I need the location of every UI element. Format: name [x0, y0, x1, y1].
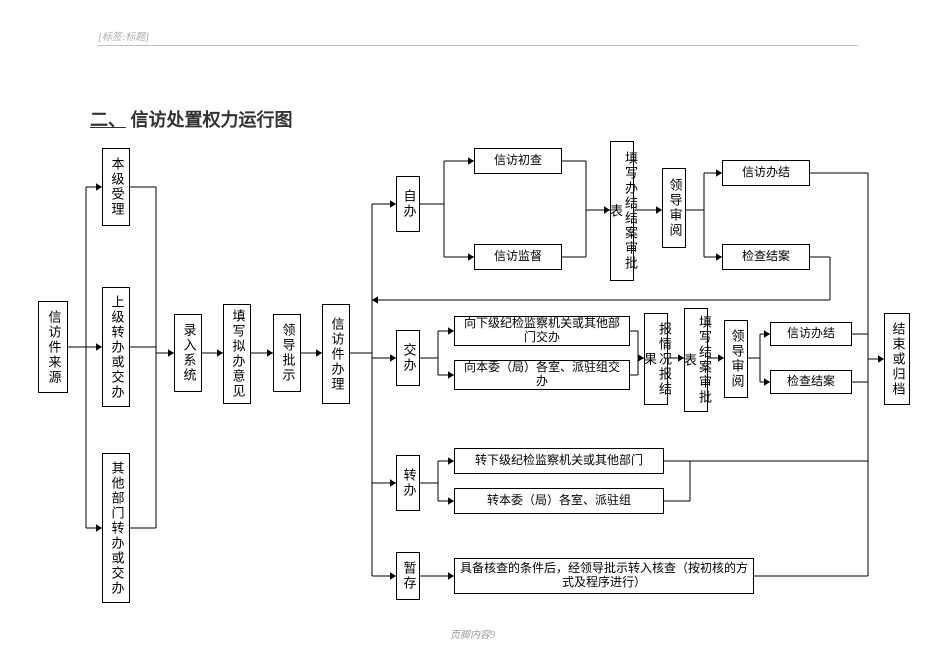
footer-label: 页脚内容	[450, 630, 490, 641]
node-qita: 其他部门转办或交办	[102, 453, 130, 603]
node-banli: 信访件办理	[322, 304, 350, 404]
node-shen1: 领导审阅	[662, 168, 686, 248]
node-shangji: 上级转办或交办	[102, 287, 130, 407]
node-zhuanban: 转办	[396, 455, 420, 511]
node-xiaji: 向下级纪检监察机关或其他部门交办	[454, 316, 630, 346]
node-bj2: 信访办结	[770, 322, 852, 346]
node-src: 信访件来源	[38, 301, 68, 393]
footer-page-number: 9	[490, 630, 495, 641]
node-baogao: 报情况报结果	[644, 313, 668, 405]
node-benwei: 向本委（局）各室、派驻组交办	[454, 360, 630, 390]
node-jc1: 检查结案	[722, 244, 810, 270]
node-jiandu: 信访监督	[474, 244, 562, 270]
node-bjb2: 填写结案审批表	[684, 308, 708, 412]
page-header: [标签:标题]	[98, 28, 858, 46]
title-text: 信访处置权力运行图	[131, 110, 293, 130]
node-luru: 录入系统	[174, 314, 202, 392]
node-zbw: 转本委（局）各室、派驻组	[454, 488, 664, 514]
node-hecha: 具备核查的条件后，经领导批示转入核查（按初核的方式及程序进行）	[454, 558, 754, 594]
page: { "meta": { "header_text": "[标签:标题]", "t…	[0, 0, 945, 669]
page-title: 二、 信访处置权力运行图	[90, 106, 293, 132]
node-ziban: 自办	[396, 176, 420, 232]
node-jiaoban: 交办	[396, 330, 420, 386]
node-bjb: 填写办结结案审批表	[610, 141, 634, 281]
page-footer: 页脚内容9	[0, 626, 945, 641]
node-zxj: 转下级纪检监察机关或其他部门	[454, 448, 664, 474]
node-zancun: 暂存	[396, 552, 420, 600]
node-bj1: 信访办结	[722, 160, 810, 186]
node-end: 结束或归档	[884, 313, 910, 405]
node-chucha: 信访初查	[474, 148, 562, 174]
node-niyi: 填写拟办意见	[223, 304, 251, 404]
node-pishi: 领导批示	[273, 314, 301, 392]
node-shen2: 领导审阅	[724, 320, 748, 398]
node-benji: 本级受理	[102, 148, 130, 226]
title-number: 二、	[90, 110, 126, 130]
node-jc2: 检查结案	[770, 370, 852, 394]
